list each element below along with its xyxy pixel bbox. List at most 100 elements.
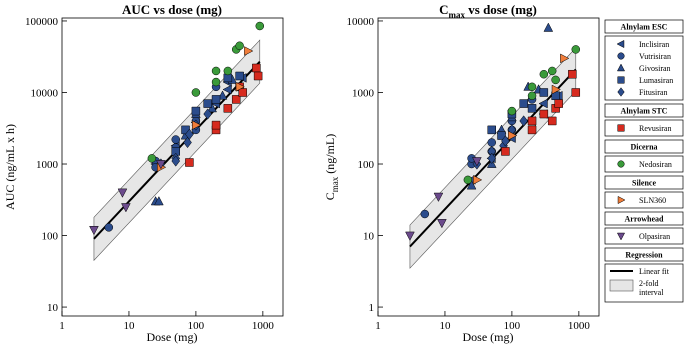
legend-marker — [617, 195, 626, 205]
legend-header: Silence — [632, 179, 656, 188]
label-part: C — [323, 192, 337, 200]
y-tick-label: 10 — [47, 302, 59, 314]
legend-label: Linear fit — [639, 267, 670, 276]
label-subscript: max — [330, 176, 340, 192]
legend-label: Nedosiran — [639, 160, 672, 169]
data-point — [501, 147, 510, 156]
data-point — [554, 99, 563, 108]
data-point — [211, 66, 221, 76]
data-point — [255, 21, 265, 31]
data-point — [507, 106, 517, 116]
x-tick-label: 10 — [123, 320, 135, 332]
data-point — [211, 120, 221, 130]
x-tick-label: 1000 — [252, 320, 275, 332]
data-point — [527, 104, 537, 113]
legend-header-box — [604, 247, 684, 262]
y-tick-label: 1 — [369, 302, 375, 314]
data-point — [192, 120, 202, 130]
data-point — [508, 130, 518, 141]
data-point — [568, 69, 577, 79]
data-point — [211, 77, 221, 87]
data-point — [156, 160, 166, 170]
legend-label: Inclisiran — [639, 40, 669, 49]
data-point — [223, 66, 233, 76]
data-point — [222, 84, 232, 95]
data-point — [154, 196, 164, 206]
x-tick-label: 1000 — [568, 320, 591, 332]
data-point — [253, 71, 263, 81]
legend-label: Givosiran — [639, 64, 671, 73]
data-point — [487, 125, 496, 135]
legend-box — [604, 227, 684, 245]
title-subscript: max — [449, 10, 466, 20]
data-point — [543, 22, 554, 32]
legend-box — [604, 35, 684, 101]
data-point — [104, 223, 114, 232]
data-point — [405, 231, 415, 241]
legend-marker — [616, 232, 626, 241]
data-point — [519, 115, 529, 127]
legend-header-box — [604, 211, 684, 226]
legend-header: Alnylam ESC — [621, 23, 668, 32]
legend-label: Fitusiran — [639, 88, 667, 97]
x-axis-label: Dose (mg) — [463, 330, 514, 344]
data-point — [203, 108, 213, 120]
y-tick-label: 100 — [42, 231, 59, 243]
legend-label: Olpasiran — [639, 232, 670, 241]
y-axis-label: Cmax (ng/mL) — [323, 134, 340, 201]
y-tick-label: 10 — [363, 231, 375, 243]
data-point — [466, 180, 477, 190]
label-part: (ng/mL) — [323, 134, 337, 177]
data-point — [117, 188, 128, 198]
data-point — [560, 53, 570, 64]
data-point — [420, 209, 430, 219]
legend-marker — [616, 39, 625, 49]
data-point — [527, 82, 537, 92]
y-tick-label: 10000 — [347, 16, 375, 28]
title-part: C — [439, 2, 448, 17]
title-part: vs dose (mg) — [465, 2, 537, 17]
x-tick-label: 1 — [375, 320, 381, 332]
data-point — [487, 152, 497, 164]
data-point — [437, 219, 447, 229]
legend-wrap: 2-fold interval — [639, 279, 663, 297]
data-point — [571, 88, 581, 97]
x-tick-label: 100 — [188, 320, 205, 332]
data-point — [244, 46, 254, 56]
legend-box — [604, 119, 684, 137]
plot-frame — [61, 17, 284, 317]
legend-header: Alnylam STC — [621, 107, 668, 116]
data-point — [171, 147, 180, 156]
chart-title: Cmax vs dose (mg) — [439, 2, 537, 20]
legend-header: Regression — [625, 251, 663, 260]
legend-header-box — [604, 175, 684, 190]
data-point — [203, 99, 212, 108]
legend-label: SLN360 — [639, 196, 666, 205]
data-point — [191, 106, 201, 116]
legend-label: Revusiran — [639, 124, 671, 133]
legend-header: Dicerna — [630, 143, 657, 152]
legend-marker — [617, 87, 625, 97]
data-point — [211, 95, 221, 104]
data-point — [185, 158, 194, 167]
data-point — [217, 90, 228, 100]
legend-label: Lumasiran — [639, 76, 673, 85]
x-axis-label: Dose (mg) — [147, 330, 198, 344]
chart-title: AUC vs dose (mg) — [122, 2, 222, 17]
data-point — [571, 45, 581, 54]
data-point — [433, 192, 444, 202]
legend-header-box — [604, 139, 684, 154]
data-point — [538, 98, 548, 109]
legend-box — [604, 191, 684, 209]
data-point — [235, 82, 245, 92]
legend-marker — [617, 160, 625, 168]
data-point — [238, 88, 247, 97]
y-axis-label: AUC (ng/mL x h) — [3, 124, 17, 210]
legend-header: Arrowhead — [625, 215, 665, 224]
data-point — [121, 203, 131, 213]
plot-frame — [377, 17, 600, 317]
data-point — [252, 63, 261, 73]
y-tick-label: 10000 — [31, 87, 59, 99]
data-point — [527, 91, 537, 101]
